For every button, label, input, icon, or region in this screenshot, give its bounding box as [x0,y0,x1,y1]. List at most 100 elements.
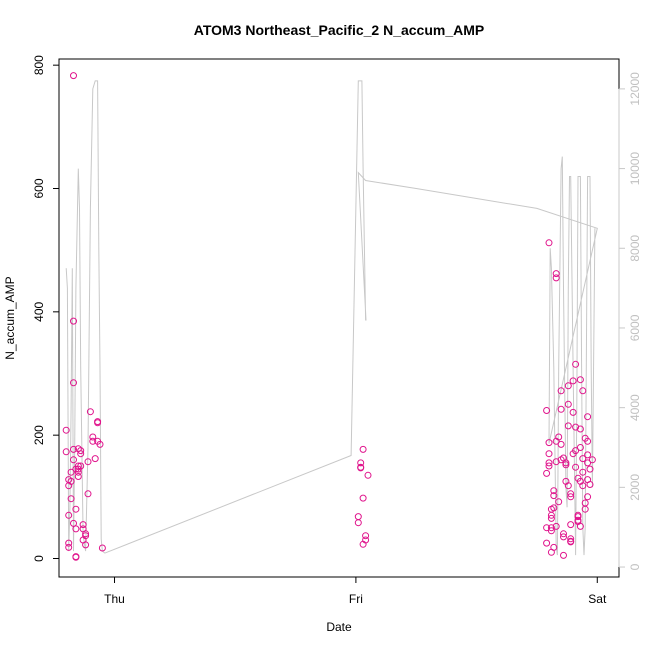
data-point [557,387,565,395]
y2-tick-label: 2000 [628,474,642,501]
data-point [364,471,372,479]
data-point [567,521,575,529]
data-point [547,511,555,519]
data-point [543,539,551,547]
data-point [584,437,592,445]
data-point [572,423,580,431]
data-point [82,541,90,549]
data-point [359,494,367,502]
data-point [357,464,365,472]
data-point [72,553,80,561]
data-point [564,422,572,430]
data-point [569,377,577,385]
data-point [67,468,75,476]
data-point [555,433,563,441]
data-point [555,498,563,506]
x-axis: Thu Fri Sat [104,576,607,606]
y2-tick-label: 4000 [628,394,642,421]
data-point [564,400,572,408]
data-point [96,440,104,448]
data-point [550,492,558,500]
data-point [65,543,73,551]
data-point [359,445,367,453]
data-point [70,379,77,387]
data-point [545,462,553,470]
data-point [567,535,575,543]
y-tick-label: 0 [32,555,46,562]
y-axis-right: 0 2000 4000 6000 8000 10000 12000 [618,72,642,570]
data-point [74,468,82,476]
data-point [545,239,553,247]
x-tick-label: Fri [349,592,363,606]
y2-tick-label: 12000 [628,72,642,106]
data-point [576,425,584,433]
data-point [89,433,97,441]
data-point [586,465,594,473]
y-axis-label: N_accum_AMP [3,276,17,359]
data-point [564,382,572,390]
data-point [576,522,584,530]
x-axis-label: Date [326,620,352,634]
data-point [576,376,584,384]
data-point [567,493,575,501]
plot-box [58,58,620,578]
data-point [86,408,94,416]
data-point [560,533,567,541]
data-point [70,72,77,80]
data-point [579,387,587,395]
data-point [545,450,553,458]
data-point [67,477,75,485]
y2-tick-label: 10000 [628,152,642,186]
data-point [567,490,575,498]
secondary-line-path [65,80,598,556]
data-point [581,505,589,513]
data-point [67,495,75,503]
data-point [572,463,580,471]
data-point [547,514,555,522]
data-point [82,530,90,538]
scatter-points [62,72,596,561]
data-point [584,413,592,421]
data-point [84,458,92,466]
data-point [91,455,99,463]
data-point [588,456,596,464]
data-point [77,447,85,455]
data-point [545,459,553,467]
data-point [354,513,362,521]
data-point [584,451,592,459]
data-point [572,447,580,455]
data-point [543,524,551,532]
data-point [545,439,553,447]
data-point [65,539,73,547]
data-point [552,522,560,530]
data-point [62,448,70,456]
y-tick-label: 400 [32,302,46,322]
y2-tick-label: 0 [628,563,642,570]
y2-tick-label: 6000 [628,314,642,341]
data-point [354,519,362,527]
data-point [79,521,87,529]
data-point [70,317,77,325]
data-point [72,505,80,513]
data-point [552,274,560,282]
data-point [567,537,575,545]
data-point [584,459,592,467]
data-point [74,473,82,480]
y-tick-label: 800 [32,55,46,75]
data-point [65,511,73,519]
data-point [550,504,558,512]
data-point [550,543,558,551]
data-point [569,408,577,416]
data-point [579,455,587,463]
chart-title: ATOM3 Northeast_Pacific_2 N_accum_AMP [194,22,484,38]
data-point [572,360,580,368]
data-point [543,407,551,414]
data-point [84,490,92,498]
data-point [547,524,555,532]
x-tick-label: Sat [588,592,607,606]
data-point [552,270,560,278]
data-point [72,525,80,533]
data-point [584,493,592,501]
data-point [357,459,365,467]
data-point [77,450,85,458]
